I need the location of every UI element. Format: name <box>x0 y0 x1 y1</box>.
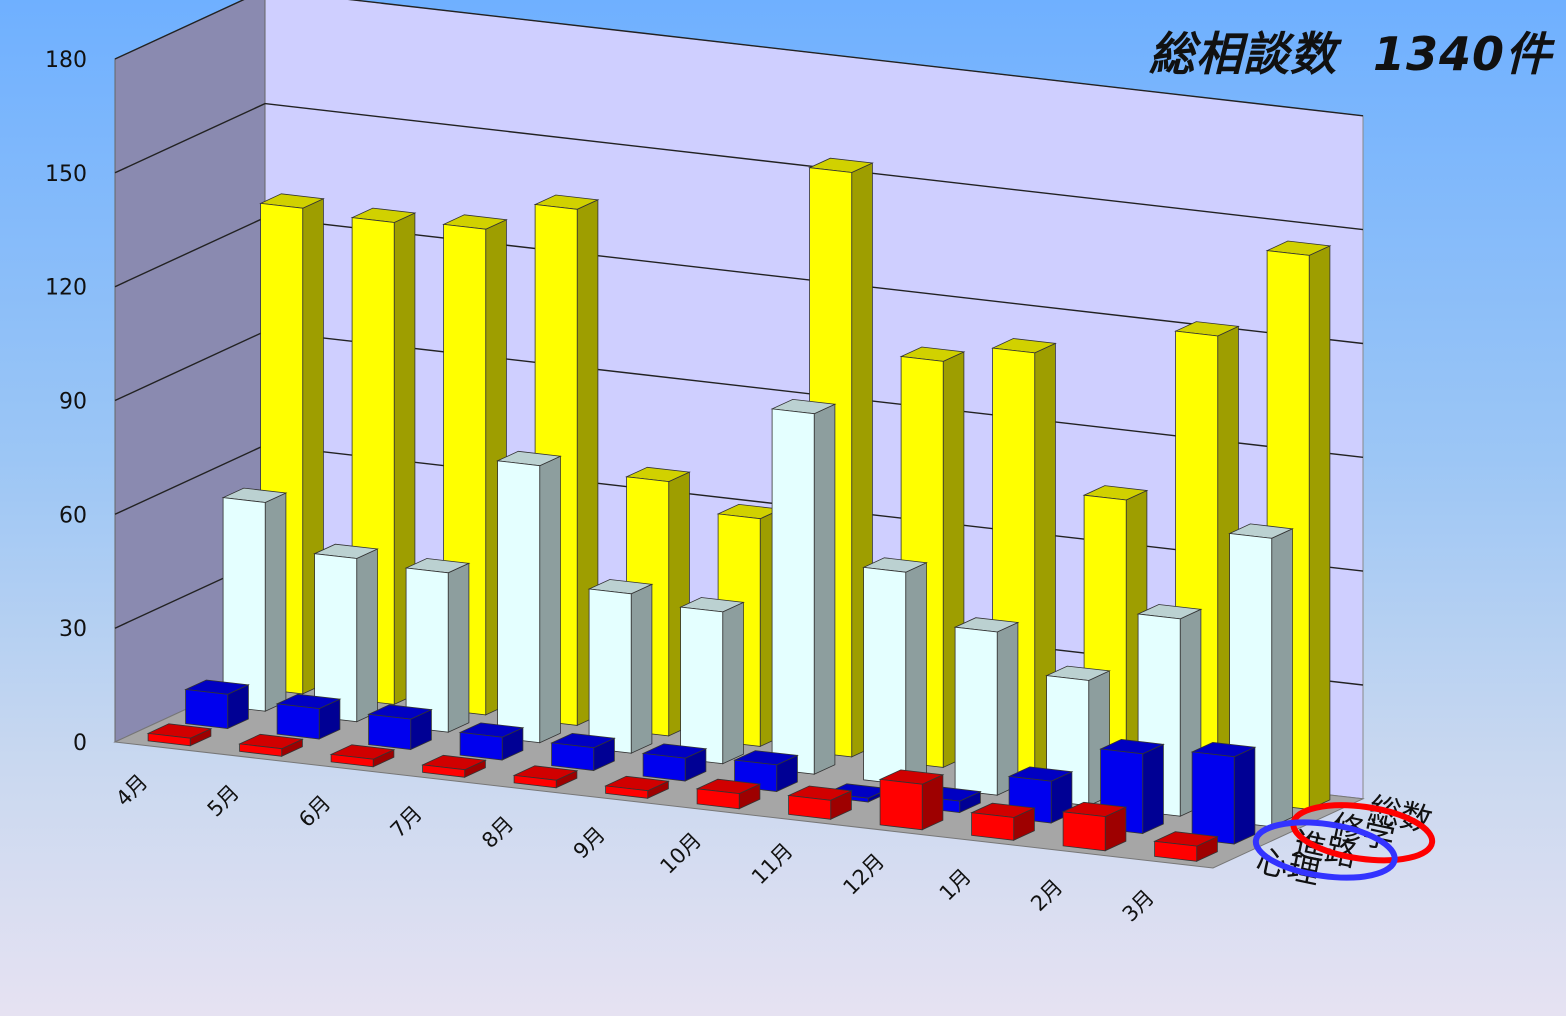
bar-心理-7月 <box>421 754 487 778</box>
bar-修学-11月 <box>862 557 928 786</box>
bar-front <box>696 788 740 810</box>
x-tick-label: 7月 <box>386 801 427 842</box>
bar-進路-8月 <box>550 732 616 772</box>
bar-front <box>879 778 923 831</box>
y-tick-label: 120 <box>45 276 87 301</box>
bar-front <box>1062 811 1106 852</box>
bar-修学-10月 <box>770 398 837 775</box>
y-tick-label: 0 <box>73 731 87 756</box>
bar-side <box>539 455 561 744</box>
bar-front <box>405 567 449 733</box>
bar-side <box>905 562 927 786</box>
bar-front <box>222 497 266 712</box>
bar-front <box>771 408 815 775</box>
bar-修学-7月 <box>496 450 562 744</box>
bar-front <box>588 588 632 754</box>
bar-front <box>863 566 907 786</box>
bar-front <box>954 626 998 796</box>
bar-心理-10月 <box>695 778 762 810</box>
bar-front <box>330 753 374 768</box>
bar-front <box>422 764 466 778</box>
bar-front <box>314 553 358 723</box>
y-tick-label: 150 <box>45 162 87 187</box>
x-tick-label: 2月 <box>1026 875 1067 916</box>
bar-front <box>551 742 595 771</box>
bar-side <box>1308 245 1331 811</box>
bar-front <box>1154 840 1198 862</box>
bar-side <box>813 403 836 775</box>
bar-front <box>147 732 191 747</box>
bar-心理-8月 <box>512 765 579 789</box>
bar-心理-5月 <box>238 733 304 757</box>
y-tick-label: 90 <box>59 390 87 415</box>
bar-front <box>642 752 686 782</box>
bar-front <box>276 703 320 740</box>
bar-side <box>722 601 744 765</box>
x-tick-label: 4月 <box>111 770 152 811</box>
gridline <box>114 102 1364 231</box>
bar-front <box>459 731 503 761</box>
bar-心理-2月 <box>1061 801 1128 852</box>
x-tick-label: 6月 <box>294 791 335 832</box>
bar-side <box>630 583 653 754</box>
bar-進路-5月 <box>275 693 342 740</box>
bar-front <box>497 460 541 744</box>
y-tick-label: 30 <box>59 617 87 642</box>
bar-修学-12月 <box>953 617 1020 796</box>
bar-修学-9月 <box>679 597 745 765</box>
x-tick-label: 1月 <box>935 864 976 905</box>
y-tick-label: 180 <box>45 48 87 73</box>
bar-side <box>1271 528 1293 828</box>
bar-進路-9月 <box>641 743 708 782</box>
bar-side <box>447 562 470 733</box>
bar-修学-4月 <box>221 487 288 712</box>
bar-進路-6月 <box>367 704 433 751</box>
bar-side <box>996 621 1019 796</box>
bar-front <box>185 689 229 729</box>
bar-side <box>1233 746 1256 845</box>
bar-front <box>513 774 557 789</box>
bar-進路-3月 <box>1190 741 1257 845</box>
x-tick-label: 5月 <box>203 780 244 821</box>
bar-進路-10月 <box>733 750 799 793</box>
chart-title: 総相談数 1340件 <box>1149 18 1552 84</box>
chart-title-main: 総相談数 <box>1148 27 1337 81</box>
bar-side <box>264 492 287 712</box>
bar-front <box>605 785 649 799</box>
bar-side <box>356 548 378 723</box>
bar-front <box>239 743 283 757</box>
bar-修学-6月 <box>404 558 471 733</box>
x-tick-label: 11月 <box>747 838 798 889</box>
bar-心理-9月 <box>604 775 670 799</box>
bar-心理-11月 <box>787 785 853 820</box>
x-tick-label: 12月 <box>838 849 889 900</box>
bar-修学-5月 <box>313 543 379 723</box>
bar-front <box>680 606 724 765</box>
bar-心理-12月 <box>878 769 945 831</box>
chart-title-count: 1340件 <box>1372 27 1552 81</box>
bar-front <box>1191 751 1235 845</box>
bar-front <box>788 795 832 820</box>
bar-side <box>1142 743 1164 835</box>
bar-進路-4月 <box>184 679 250 730</box>
bar-進路-7月 <box>458 722 525 761</box>
x-tick-label: 10月 <box>655 828 706 879</box>
bar-心理-6月 <box>329 744 396 768</box>
bar-front <box>368 713 412 750</box>
bar-修学-8月 <box>587 579 654 754</box>
bar-心理-3月 <box>1153 831 1219 862</box>
y-tick-label: 60 <box>59 503 87 528</box>
bar-心理-4月 <box>146 723 213 747</box>
x-tick-label: 9月 <box>569 822 610 863</box>
annotation-ellipse <box>1252 819 1398 881</box>
bar-心理-1月 <box>970 802 1036 841</box>
bar-front <box>971 812 1015 841</box>
gridline <box>114 0 1364 117</box>
x-tick-label: 3月 <box>1118 885 1159 926</box>
x-tick-label: 8月 <box>477 812 518 853</box>
